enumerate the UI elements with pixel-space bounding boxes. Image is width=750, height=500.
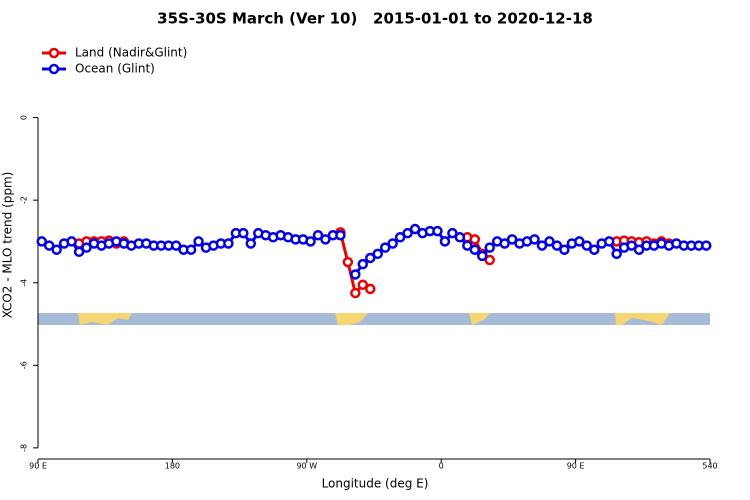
- data-point: [245, 238, 257, 249]
- data-point: [454, 232, 466, 243]
- data-point: [626, 240, 637, 251]
- y-tick-label: -4: [20, 279, 29, 287]
- data-point: [73, 246, 85, 258]
- data-point: [43, 240, 55, 251]
- data-point: [185, 244, 197, 255]
- data-point: [365, 252, 376, 264]
- data-point: [223, 238, 234, 249]
- data-point: [477, 250, 488, 262]
- y-tick-label: 0: [20, 115, 29, 120]
- data-point: [536, 240, 548, 251]
- legend-marker: [48, 63, 60, 75]
- data-point: [66, 236, 77, 247]
- data-point: [357, 279, 369, 291]
- data-point: [193, 236, 204, 247]
- data-point: [611, 248, 622, 260]
- data-point: [335, 229, 346, 241]
- data-point: [499, 238, 510, 249]
- y-tick-label: -8: [20, 444, 29, 452]
- legend: Land (Nadir&Glint) Ocean (Glint): [42, 46, 187, 76]
- x-tick-label: 180: [165, 462, 180, 471]
- data-point: [633, 244, 645, 255]
- chart-title: 35S-30S March (Ver 10) 2015-01-01 to 202…: [157, 10, 593, 28]
- data-point: [372, 248, 383, 260]
- data-point: [402, 227, 413, 239]
- data-point: [379, 242, 391, 253]
- data-point: [506, 234, 518, 245]
- data-point: [350, 287, 361, 299]
- data-point: [589, 244, 600, 255]
- data-point: [701, 240, 712, 251]
- data-point: [603, 236, 615, 247]
- data-point: [439, 236, 451, 247]
- data-point: [36, 236, 47, 247]
- data-point: [51, 244, 62, 255]
- series: [36, 223, 712, 280]
- data-point: [305, 236, 316, 247]
- data-point: [484, 254, 495, 266]
- data-point: [394, 232, 406, 243]
- data-point: [469, 234, 481, 245]
- data-point: [357, 258, 369, 270]
- x-tick-label: 540: [702, 462, 717, 471]
- data-point: [529, 234, 540, 245]
- map-strip: [38, 313, 710, 325]
- data-point: [447, 227, 458, 239]
- data-point: [170, 240, 182, 251]
- data-point: [462, 240, 473, 251]
- data-point: [365, 283, 376, 295]
- data-point: [342, 256, 354, 268]
- data-point: [484, 242, 495, 253]
- x-tick-label: 90 W: [296, 462, 317, 471]
- x-axis-label: Longitude (deg E): [322, 477, 429, 491]
- data-point: [581, 240, 593, 251]
- data-point: [551, 240, 563, 251]
- y-tick-label: -6: [20, 361, 29, 369]
- data-point: [312, 229, 324, 241]
- data-point: [409, 223, 421, 235]
- x-tick-label: 90 E: [29, 462, 47, 471]
- data-point: [350, 269, 361, 280]
- data-point: [238, 227, 249, 239]
- data-point: [559, 244, 570, 255]
- legend-label: Land (Nadir&Glint): [75, 46, 187, 60]
- legend-label: Ocean (Glint): [75, 62, 155, 76]
- y-tick-label: -2: [20, 196, 29, 204]
- data-point: [574, 236, 585, 247]
- legend-marker: [48, 47, 60, 59]
- data-point: [320, 234, 331, 245]
- x-tick-label: 90 E: [567, 462, 585, 471]
- data-point: [81, 242, 92, 253]
- x-tick-label: 0: [439, 462, 444, 471]
- data-point: [387, 238, 398, 249]
- y-axis-label: XCO2 - MLO trend (ppm): [1, 172, 15, 319]
- data-point: [432, 225, 443, 237]
- data-point: [469, 244, 481, 255]
- data-point: [544, 236, 555, 247]
